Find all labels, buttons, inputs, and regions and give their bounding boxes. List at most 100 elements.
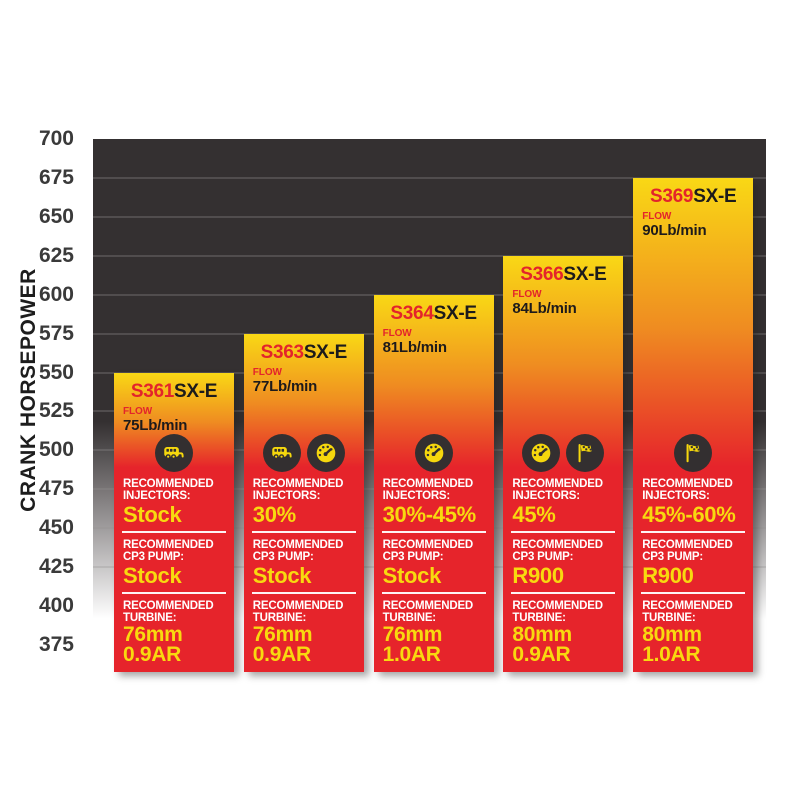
plot-area: S361SX-E FLOW 75Lb/min RECOMMENDED INJECT… bbox=[93, 139, 766, 672]
divider bbox=[511, 592, 616, 594]
turbine-label: RECOMMENDED TURBINE: bbox=[642, 600, 733, 624]
bar-specs: RECOMMENDED INJECTORS: 45%-60% RECOMMENDE… bbox=[633, 434, 753, 672]
divider bbox=[251, 592, 356, 594]
divider bbox=[122, 531, 226, 533]
turbine-value: 76mm 0.9AR bbox=[123, 623, 183, 666]
speedometer-icon bbox=[424, 443, 443, 463]
divider bbox=[511, 531, 616, 533]
usage-icons-row bbox=[509, 434, 617, 472]
divider bbox=[381, 592, 486, 594]
usage-icons-row bbox=[250, 434, 358, 472]
flow-block: FLOW 81Lb/min bbox=[374, 328, 494, 356]
divider bbox=[641, 592, 746, 594]
y-tick-label: 425 bbox=[38, 555, 74, 579]
model-number: S369 bbox=[650, 185, 694, 207]
turbine-value: 76mm 1.0AR bbox=[382, 623, 443, 666]
flow-value: 77Lb/min bbox=[252, 377, 318, 395]
bar-model-title: S363SX-E bbox=[244, 342, 364, 364]
y-tick-label: 475 bbox=[38, 477, 74, 501]
y-tick-label: 375 bbox=[38, 633, 74, 656]
bar-spacer bbox=[244, 395, 364, 434]
cp3-pump-label: RECOMMENDED CP3 PUMP: bbox=[512, 539, 603, 563]
bar-specs: RECOMMENDED INJECTORS: Stock RECOMMENDED C… bbox=[114, 434, 234, 672]
rv-towing-icon bbox=[164, 447, 184, 460]
speedometer-icon bbox=[532, 443, 551, 463]
y-tick-label: 525 bbox=[38, 399, 74, 423]
injectors-value: 45% bbox=[512, 502, 556, 527]
cp3-pump-value: R900 bbox=[642, 563, 694, 588]
speedometer-icon bbox=[316, 443, 336, 463]
injectors-value: 30% bbox=[252, 502, 296, 527]
turbine-label: RECOMMENDED TURBINE: bbox=[123, 600, 214, 624]
y-tick-label: 550 bbox=[38, 360, 74, 384]
y-tick-label: 625 bbox=[38, 243, 74, 267]
usage-icons-row bbox=[380, 434, 488, 472]
rv-towing-icon-badge bbox=[155, 434, 193, 472]
y-tick-label: 500 bbox=[38, 438, 74, 462]
flow-block: FLOW 77Lb/min bbox=[244, 367, 364, 395]
bar-model-title: S369SX-E bbox=[633, 186, 753, 208]
injectors-value: Stock bbox=[123, 502, 182, 527]
gridline bbox=[93, 293, 766, 296]
model-number: S363 bbox=[260, 341, 304, 363]
race-flag-icon-badge bbox=[566, 434, 605, 472]
bar-spacer bbox=[374, 356, 494, 434]
model-number: S361 bbox=[130, 380, 175, 402]
bar-header: S366SX-E FLOW 84Lb/min bbox=[503, 256, 623, 317]
bar-header: S361SX-E FLOW 75Lb/min bbox=[114, 373, 234, 434]
injectors-label: RECOMMENDED INJECTORS: bbox=[252, 478, 344, 502]
rv-towing-icon bbox=[272, 447, 292, 460]
flow-value: 81Lb/min bbox=[382, 338, 447, 356]
bar-model-title: S366SX-E bbox=[503, 264, 623, 286]
turbine-value: 76mm 0.9AR bbox=[252, 623, 313, 666]
injectors-label: RECOMMENDED INJECTORS: bbox=[512, 478, 603, 502]
speedometer-icon-badge bbox=[306, 434, 345, 472]
flow-label: FLOW bbox=[123, 405, 153, 417]
flow-block: FLOW 75Lb/min bbox=[114, 406, 234, 434]
cp3-pump-value: Stock bbox=[123, 563, 182, 588]
speedometer-icon-badge bbox=[414, 434, 453, 472]
divider bbox=[122, 592, 226, 594]
y-tick-label: 650 bbox=[38, 204, 74, 228]
flow-value: 75Lb/min bbox=[123, 416, 188, 434]
flow-block: FLOW 84Lb/min bbox=[503, 289, 623, 317]
speedometer-icon-badge bbox=[522, 434, 561, 472]
bar-specs: RECOMMENDED INJECTORS: 45% RECOMMENDED CP3… bbox=[503, 434, 623, 672]
bar-model-title: S364SX-E bbox=[374, 303, 494, 325]
bar-specs: RECOMMENDED INJECTORS: 30% RECOMMENDED CP3… bbox=[244, 434, 364, 672]
model-number: S364 bbox=[390, 302, 434, 324]
turbine-label: RECOMMENDED TURBINE: bbox=[252, 600, 344, 624]
cp3-pump-value: Stock bbox=[382, 563, 442, 588]
divider bbox=[641, 531, 746, 533]
bar-s364sx-e: S364SX-E FLOW 81Lb/min RECOMMENDED INJECT… bbox=[373, 294, 494, 672]
flow-block: FLOW 90Lb/min bbox=[633, 211, 753, 239]
turbine-value: 80mm 1.0AR bbox=[642, 623, 702, 666]
cp3-pump-label: RECOMMENDED CP3 PUMP: bbox=[382, 539, 474, 563]
y-tick-label: 700 bbox=[38, 127, 74, 150]
injectors-value: 45%-60% bbox=[642, 502, 736, 527]
flow-value: 84Lb/min bbox=[512, 299, 577, 317]
injectors-label: RECOMMENDED INJECTORS: bbox=[123, 478, 214, 502]
flow-label: FLOW bbox=[252, 366, 282, 378]
gridline bbox=[93, 176, 766, 179]
turbine-value: 80mm 0.9AR bbox=[512, 623, 572, 666]
turbine-label: RECOMMENDED TURBINE: bbox=[382, 600, 474, 624]
bar-specs: RECOMMENDED INJECTORS: 30%-45% RECOMMENDE… bbox=[374, 434, 494, 672]
injectors-label: RECOMMENDED INJECTORS: bbox=[642, 478, 733, 502]
rv-towing-icon-badge bbox=[262, 434, 301, 472]
divider bbox=[381, 531, 486, 533]
model-number: S366 bbox=[520, 263, 564, 285]
bar-s361sx-e: S361SX-E FLOW 75Lb/min RECOMMENDED INJECT… bbox=[114, 372, 234, 672]
divider bbox=[251, 531, 356, 533]
model-series: SX-E bbox=[303, 341, 347, 363]
bar-s369sx-e: S369SX-E FLOW 90Lb/min RECOMMENDED INJECT… bbox=[633, 177, 754, 672]
injectors-label: RECOMMENDED INJECTORS: bbox=[382, 478, 474, 502]
usage-icons-row bbox=[120, 434, 228, 472]
flow-label: FLOW bbox=[642, 210, 672, 222]
cp3-pump-label: RECOMMENDED CP3 PUMP: bbox=[252, 539, 344, 563]
cp3-pump-value: Stock bbox=[252, 563, 312, 588]
gridline bbox=[93, 215, 766, 218]
model-series: SX-E bbox=[693, 185, 737, 207]
y-tick-label: 450 bbox=[38, 516, 74, 540]
